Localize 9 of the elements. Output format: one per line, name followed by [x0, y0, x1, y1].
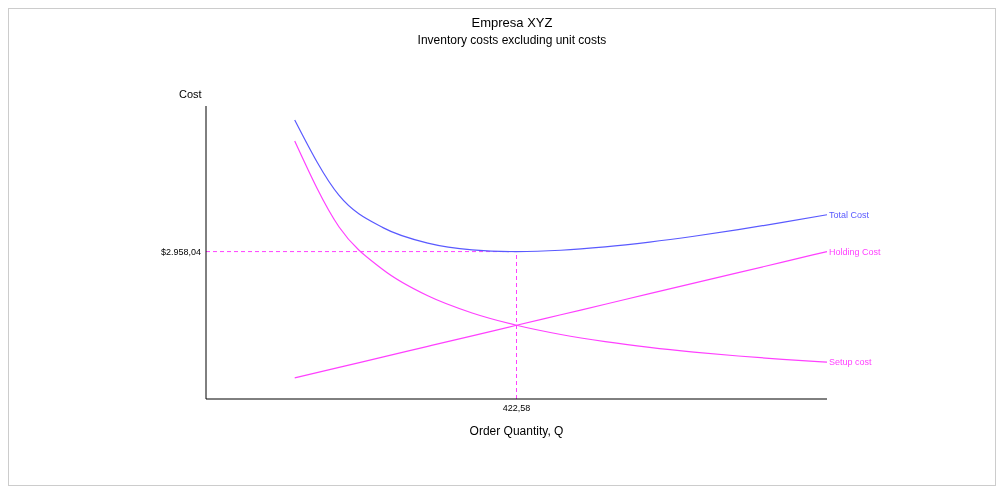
series-label: Total Cost	[829, 209, 870, 220]
chart-title: Empresa XYZ	[470, 15, 554, 30]
text: $2.958,04	[160, 246, 201, 257]
series-label: Holding Cost	[829, 246, 882, 257]
y-axis-title: Cost	[179, 88, 202, 100]
series-label: Setup cost	[829, 357, 873, 368]
chart-subtitle: Inventory costs excluding unit costs	[416, 33, 608, 47]
text: 422,58	[502, 403, 531, 413]
x-axis-title: Order Quantity, Q	[469, 424, 564, 438]
